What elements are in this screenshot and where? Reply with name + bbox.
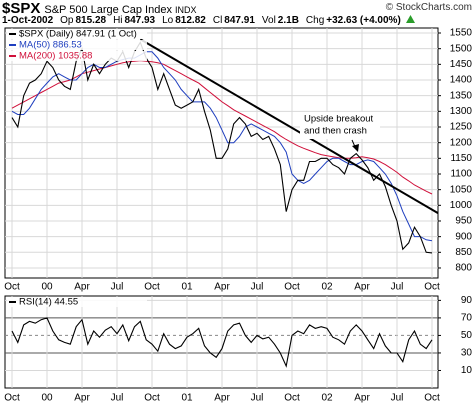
x-tick-label: Jul [111,282,124,293]
legend-label: MA(200) 1035.88 [19,51,92,62]
x-tick-label: Oct [424,282,440,293]
quote-label: Op [60,15,74,26]
y-tick-label: 950 [455,216,472,227]
y-tick-label: 1050 [450,184,473,195]
x-tick-label: Apr [354,282,370,293]
y-tick-label: 1450 [450,59,473,70]
x-tick-label: Apr [74,393,90,404]
y-tick-label: 1250 [450,122,473,133]
quote-label: Chg [305,15,325,26]
x-tick-label: Oct [424,393,440,404]
x-tick-label: Jul [251,282,264,293]
x-tick-label: Jul [111,393,124,404]
symbol: $SPX [2,0,41,17]
quote-item: Hi 847.93 [113,15,155,26]
annotation: Upside breakout [304,114,374,125]
y-tick-label: 50 [461,330,473,341]
up-arrow [405,15,415,23]
quote-value: 2.1B [277,15,299,26]
x-tick-label: Oct [284,393,300,404]
x-tick-label: Oct [4,393,20,404]
x-tick-label: Apr [74,282,90,293]
x-tick-label: Apr [214,393,230,404]
legend-bg [7,297,147,307]
y-tick-label: 90 [461,295,473,306]
quote-value: 815.28 [75,15,107,26]
legend-bg [7,51,147,61]
x-tick-label: Apr [354,393,370,404]
header: $SPX S&P 500 Large Cap Index INDX © StockC… [2,0,472,17]
quote-item: Chg +32.63 (+4.00%) [306,15,401,26]
y-tick-label: 900 [455,231,472,242]
quote-item: Cl 847.91 [213,15,255,26]
legend-bg [7,40,147,50]
y-tick-label: 1400 [450,75,473,86]
y-tick-label: 1000 [450,200,473,211]
y-tick-label: 1200 [450,137,473,148]
copyright: © StockCharts.com [385,2,472,13]
y-tick-label: 850 [455,247,472,258]
x-tick-label: 02 [321,282,333,293]
x-tick-label: 00 [41,393,53,404]
legend-label: $SPX (Daily) 847.91 (1 Oct) [19,29,137,40]
x-tick-label: 01 [181,282,193,293]
y-tick-label: 1300 [450,106,473,117]
legend-bg [7,29,147,39]
x-tick-label: Oct [144,393,160,404]
quote-value: 847.93 [124,15,156,26]
y-tick-label: 10 [461,365,473,376]
series-line [11,317,433,368]
quote-value: +32.63 (+4.00%) [326,15,401,26]
y-tick-label: 30 [461,348,473,359]
x-tick-label: Jul [391,282,404,293]
quote-item: Op 815.28 [60,15,106,26]
quote-label: Cl [212,15,223,26]
y-tick-label: 1550 [450,28,473,39]
quote-value: 847.91 [224,15,255,26]
y-tick-label: 1500 [450,43,473,54]
quote-label: Hi [113,15,123,26]
series-line [11,51,433,242]
y-tick-label: 70 [461,313,473,324]
legend-label: RSI(14) 44.55 [19,297,78,308]
quote-label: Lo [162,15,174,26]
y-tick-label: 800 [455,263,472,274]
exchange: INDX [174,5,197,15]
x-tick-label: Oct [4,282,20,293]
quote-date: 1-Oct-2002 [2,15,54,26]
quote-item: Lo 812.82 [162,15,206,26]
x-tick-label: 02 [321,393,333,404]
annotation: and then crash [304,126,367,137]
legend-label: MA(50) 886.53 [19,40,82,51]
x-tick-label: Jul [391,393,404,404]
quotes: Op 815.28 Hi 847.93 Lo 812.82 Cl 847.91 Vol 2.1B C… [53,15,401,26]
quote-line: 1-Oct-2002 Op 815.28 Hi 847.93 Lo 812.82 Cl 847.… [2,15,472,28]
quote-label: Vol [261,15,276,26]
annotation-box [300,112,380,139]
x-tick-label: Oct [144,282,160,293]
y-tick-label: 1150 [450,153,472,164]
x-tick-label: Jul [251,393,264,404]
quote-value: 812.82 [175,15,206,26]
index-name: S&P 500 Large Cap Index [44,4,172,16]
x-tick-label: 01 [181,393,193,404]
y-tick-label: 1100 [450,169,472,180]
quote-item: Vol 2.1B [262,15,299,26]
y-tick-label: 1350 [450,90,473,101]
trendline [139,38,439,215]
arrow-head [352,144,359,152]
x-tick-label: Apr [214,282,230,293]
x-tick-label: Oct [284,282,300,293]
x-tick-label: 00 [41,282,53,293]
